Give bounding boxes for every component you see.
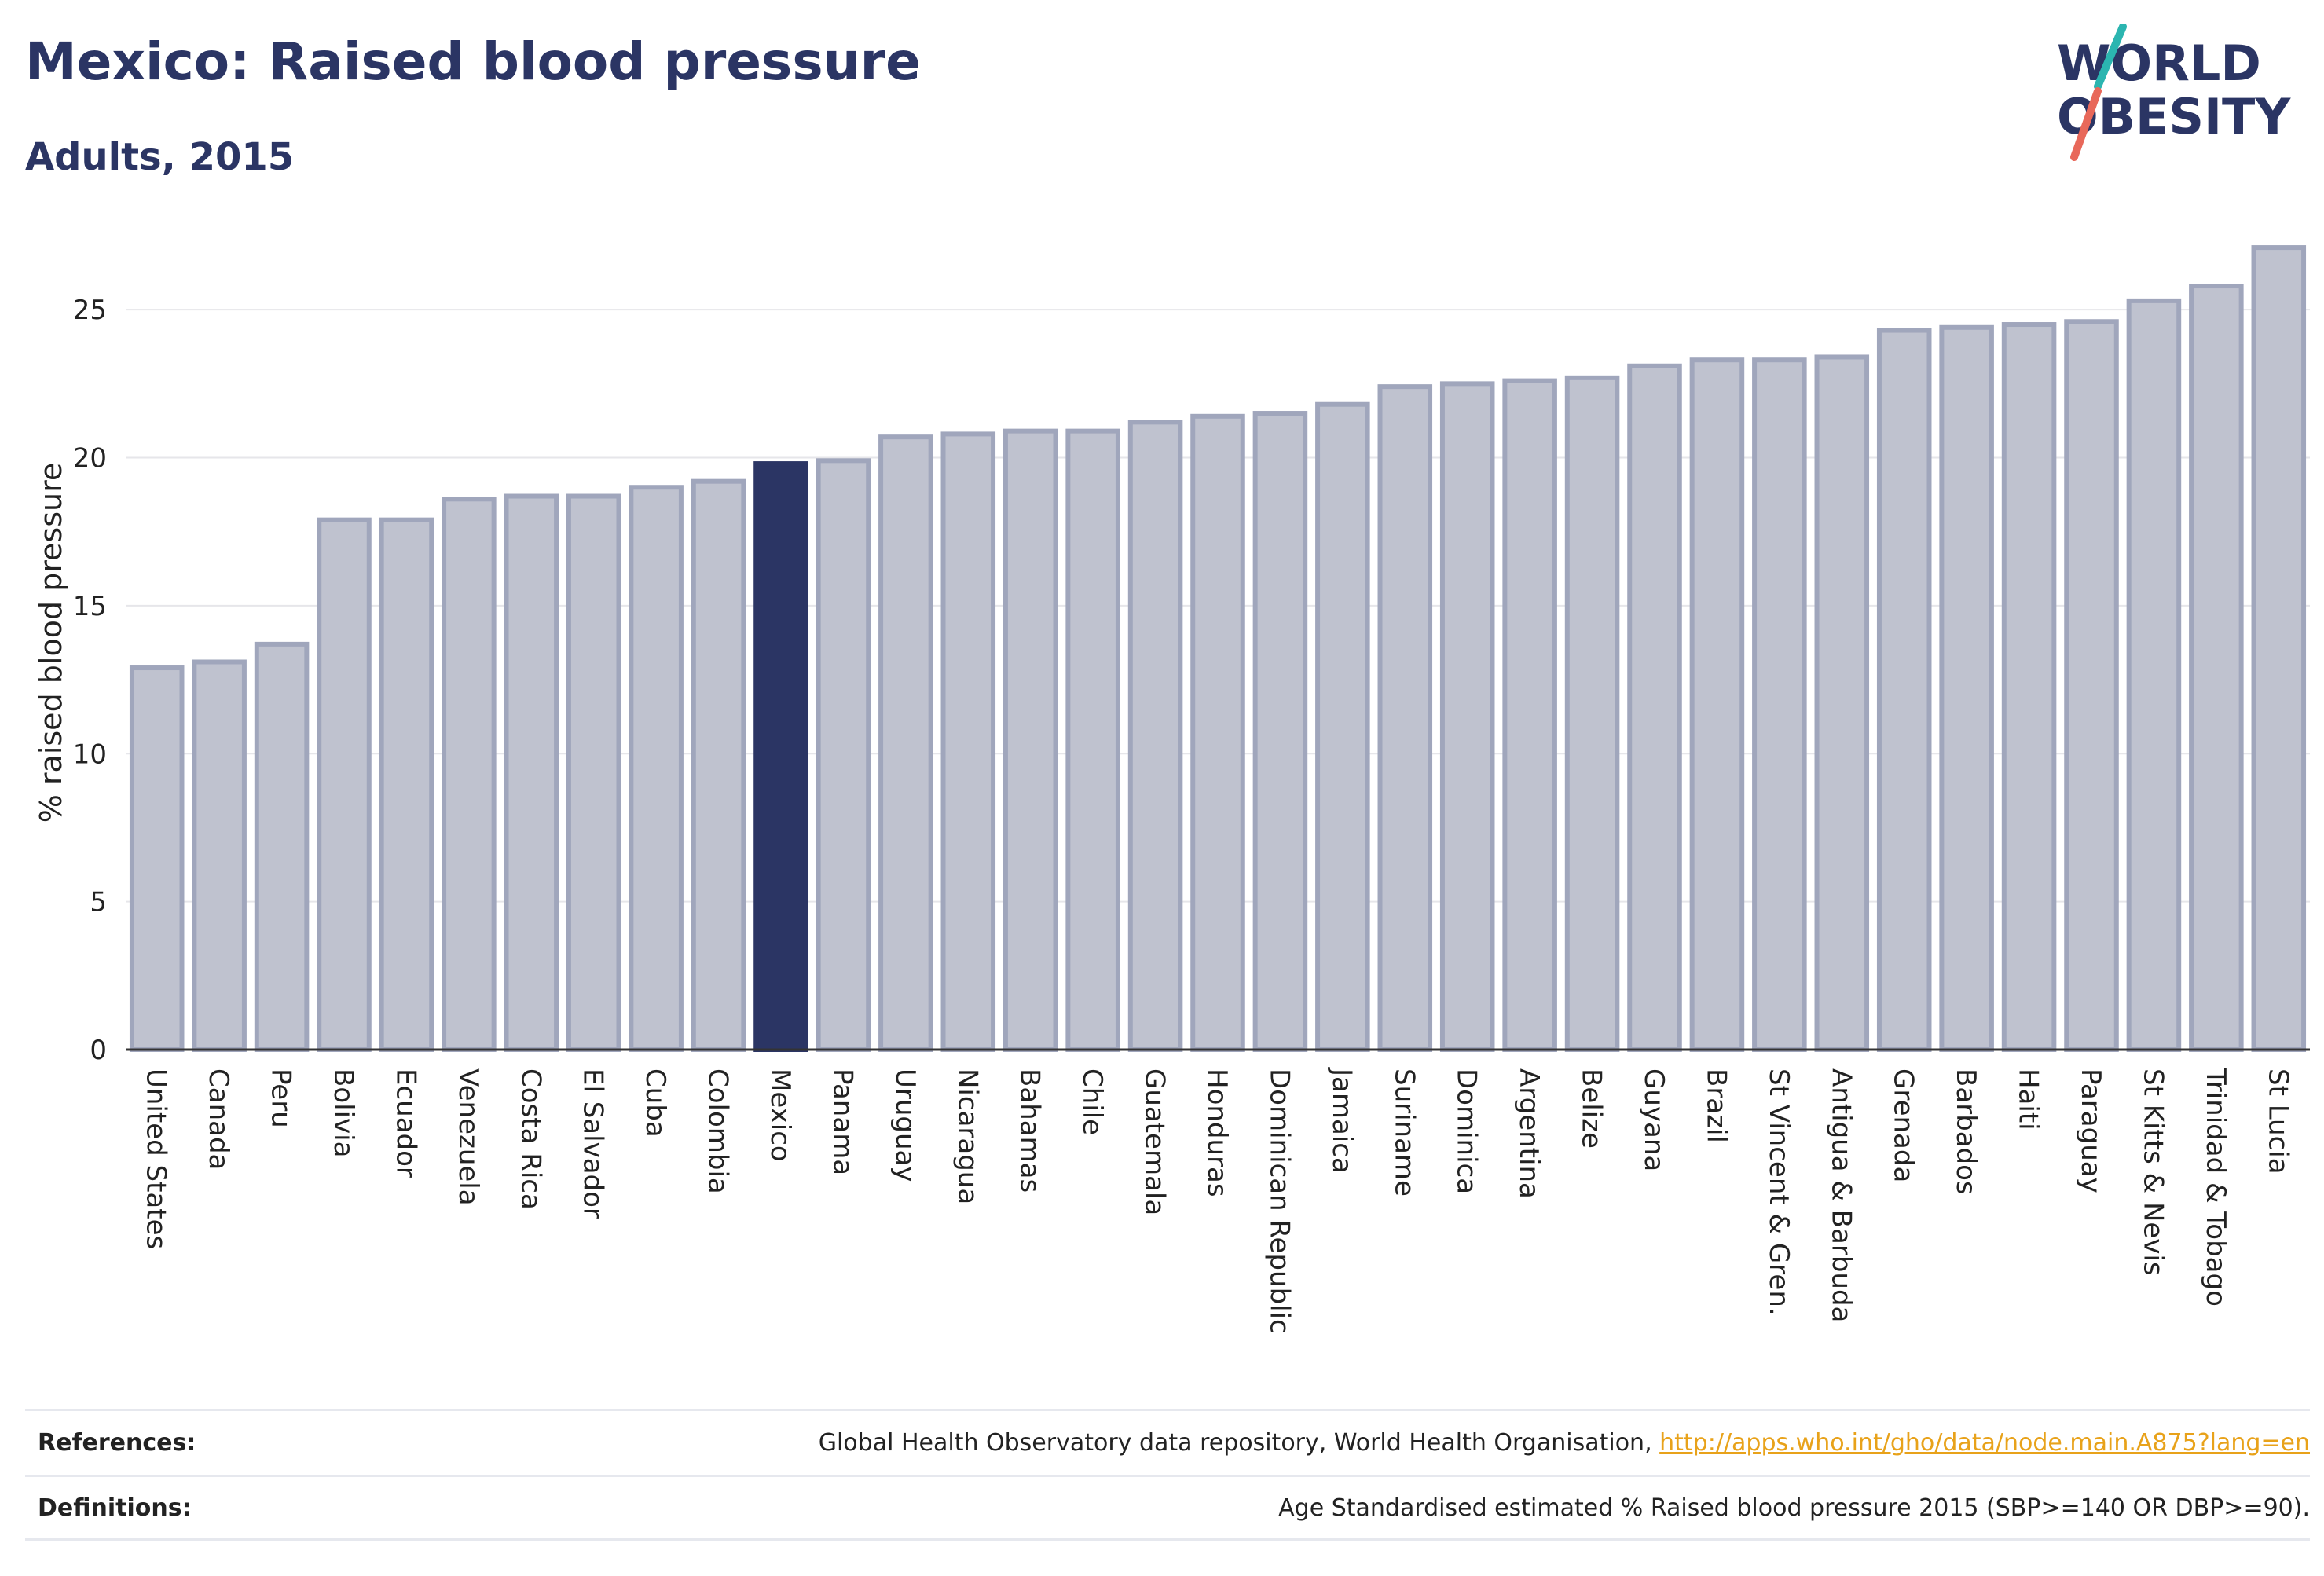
chart-title: Mexico: Raised blood pressure [25, 31, 921, 92]
x-tick-label: Haiti [2013, 1068, 2044, 1131]
bar-uruguay [878, 434, 933, 1052]
x-tick-label: Grenada [1888, 1068, 1919, 1182]
bar-trinidad-tobago [2189, 284, 2244, 1052]
x-tick-label: Ecuador [390, 1068, 421, 1178]
bar-bolivia [317, 517, 372, 1052]
x-tick-label: Guyana [1638, 1068, 1670, 1171]
y-tick-label: 5 [90, 887, 107, 918]
bars [129, 245, 2307, 1052]
x-tick-label: Venezuela [453, 1068, 484, 1206]
x-tick-label: Argentina [1513, 1068, 1545, 1199]
bar-argentina [1502, 378, 1557, 1052]
x-tick-label: Guatemala [1139, 1068, 1171, 1215]
bar-bahamas [1003, 428, 1058, 1052]
bar-mexico [753, 461, 808, 1052]
x-tick-label: Brazil [1700, 1068, 1732, 1143]
x-tick-label: Bolivia [328, 1068, 359, 1157]
x-tick-label: Canada [203, 1068, 234, 1170]
references-label: References: [38, 1429, 196, 1457]
bar-chart: 0 5 10 15 20 25 United States Canada Peru Bolivi… [34, 245, 2310, 1334]
bar-jamaica [1315, 401, 1370, 1052]
y-axis-label: % raised blood pressure [34, 463, 68, 823]
bar-dominica [1439, 381, 1495, 1052]
bar-cuba [629, 485, 684, 1052]
bar-st-vincent-gren- [1752, 357, 1807, 1052]
x-tick-label: St Vincent & Gren. [1763, 1068, 1794, 1316]
definitions-label: Definitions: [38, 1494, 192, 1522]
x-tick-label: Honduras [1201, 1068, 1233, 1197]
bar-nicaragua [940, 431, 996, 1052]
x-tick-label: Cuba [640, 1068, 671, 1138]
x-tick-label: Uruguay [889, 1068, 921, 1182]
bar-guyana [1627, 363, 1682, 1052]
x-tick-label: Trinidad & Tobago [2200, 1068, 2231, 1307]
definitions-row: Definitions: Age Standardised estimated … [25, 1475, 2310, 1541]
references-link[interactable]: http://apps.who.int/gho/data/node.main.A… [1659, 1429, 2310, 1457]
bar-colombia [691, 478, 746, 1052]
chart-subtitle: Adults, 2015 [25, 135, 295, 179]
bar-chile [1065, 428, 1120, 1052]
bar-costa-rica [504, 493, 559, 1052]
references-value: Global Health Observatory data repositor… [819, 1429, 2310, 1457]
x-tick-label: United States [141, 1068, 172, 1249]
bar-suriname [1377, 384, 1433, 1052]
bar-united-states [129, 665, 185, 1052]
y-tick-label: 10 [73, 739, 107, 770]
x-tick-label: Mexico [764, 1068, 796, 1162]
x-axis-labels: United States Canada Peru Bolivia Ecuador Ven… [141, 1067, 2294, 1334]
bar-peru [254, 641, 310, 1052]
bar-el-salvador [566, 493, 621, 1052]
y-tick-label: 0 [90, 1035, 107, 1066]
bar-venezuela [442, 497, 497, 1052]
y-axis-ticks: 0 5 10 15 20 25 [73, 295, 107, 1066]
bar-canada [192, 659, 247, 1052]
bar-st-kitts-nevis [2126, 298, 2182, 1052]
x-tick-label: Nicaragua [951, 1068, 983, 1204]
x-tick-label: Colombia [702, 1068, 734, 1194]
bar-brazil [1689, 357, 1745, 1052]
references-row: References: Global Health Observatory da… [25, 1409, 2310, 1475]
x-tick-label: Dominica [1451, 1068, 1483, 1194]
x-tick-label: St Kitts & Nevis [2137, 1068, 2168, 1276]
bar-ecuador [379, 517, 434, 1052]
logo-line1: WORLD [2057, 35, 2261, 92]
bar-dominican-republic [1252, 411, 1308, 1052]
x-tick-label: Bahamas [1014, 1068, 1046, 1193]
x-tick-label: Belize [1576, 1068, 1607, 1149]
references-text: Global Health Observatory data repositor… [818, 1429, 1660, 1457]
x-tick-label: Chile [1076, 1068, 1108, 1135]
y-tick-label: 15 [73, 591, 107, 622]
x-tick-label: Peru [266, 1068, 297, 1128]
x-tick-label: Barbados [1950, 1068, 1981, 1195]
bar-grenada [1876, 328, 1932, 1052]
y-tick-label: 20 [73, 443, 107, 475]
bar-paraguay [2064, 319, 2119, 1052]
x-tick-label: Jamaica [1326, 1067, 1358, 1174]
bar-honduras [1190, 413, 1245, 1052]
world-obesity-logo: WORLD OBESITY [2057, 24, 2291, 161]
x-tick-label: Panama [827, 1068, 858, 1175]
bar-panama [816, 458, 871, 1052]
x-tick-label: Dominican Republic [1263, 1068, 1295, 1334]
bar-st-lucia [2251, 245, 2307, 1052]
bar-belize [1564, 375, 1620, 1052]
x-tick-label: Paraguay [2075, 1068, 2106, 1193]
x-tick-label: Antigua & Barbuda [1825, 1068, 1857, 1322]
x-tick-label: Suriname [1388, 1068, 1420, 1197]
bar-haiti [2001, 322, 2057, 1052]
x-tick-label: El Salvador [577, 1068, 609, 1219]
x-tick-label: St Lucia [2262, 1068, 2293, 1175]
bar-guatemala [1127, 420, 1183, 1052]
y-tick-label: 25 [73, 295, 107, 326]
bar-barbados [1939, 324, 1994, 1052]
definitions-text: Age Standardised estimated % Raised bloo… [1278, 1494, 2310, 1522]
x-tick-label: Costa Rica [515, 1068, 546, 1210]
bar-antigua-barbuda [1814, 354, 1870, 1052]
